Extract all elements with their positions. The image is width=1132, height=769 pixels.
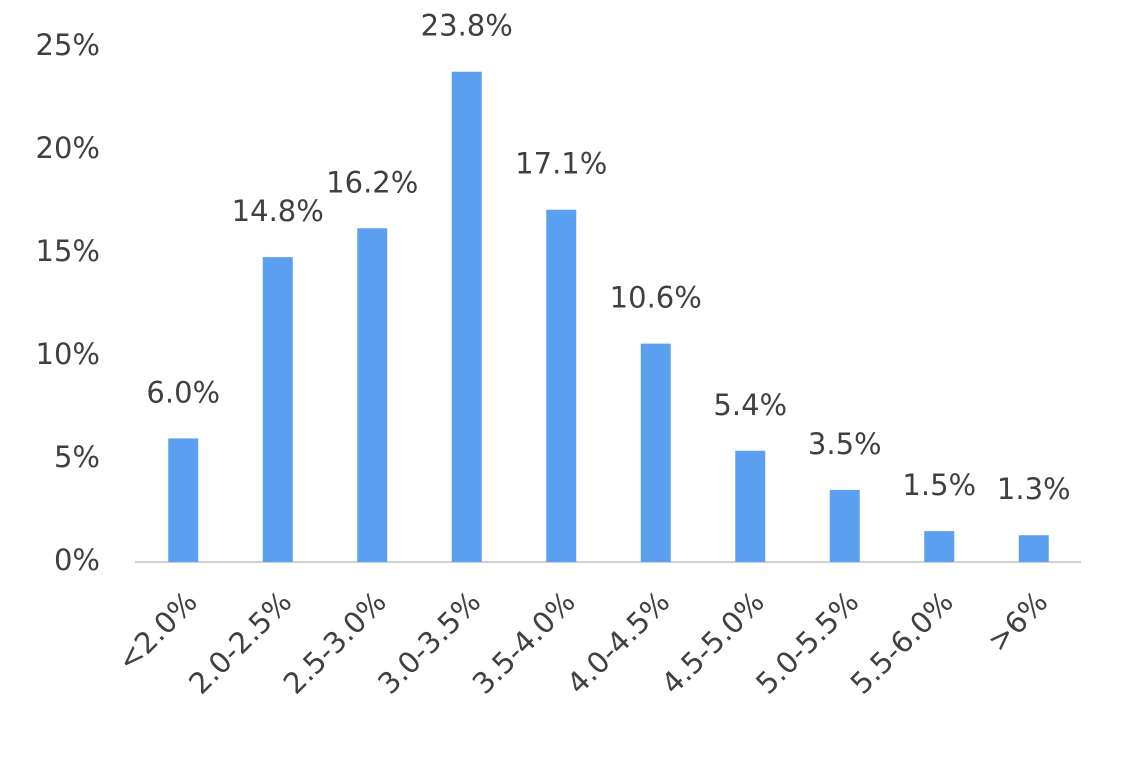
data-label: 16.2% — [326, 165, 418, 199]
bar — [168, 438, 199, 562]
x-tick-label: 5.5-6.0% — [844, 585, 960, 701]
bar — [829, 489, 860, 562]
bar — [262, 257, 293, 562]
x-tick-label: 2.0-2.5% — [182, 585, 298, 701]
x-tick-label: 5.0-5.5% — [749, 585, 865, 701]
data-label: 17.1% — [515, 147, 607, 181]
bar — [546, 209, 577, 563]
data-label: 3.5% — [808, 427, 882, 461]
x-tick-label: 2.5-3.0% — [277, 585, 393, 701]
y-tick-label: 10% — [36, 337, 100, 371]
y-tick-label: 25% — [36, 28, 100, 62]
x-tick-label: <2.0% — [111, 585, 204, 678]
bar — [451, 71, 482, 562]
y-tick-label: 0% — [54, 543, 100, 577]
data-label: 14.8% — [232, 194, 324, 228]
bar — [924, 531, 955, 562]
data-label: 1.3% — [997, 472, 1071, 506]
x-tick-label: 3.5-4.0% — [466, 585, 582, 701]
x-tick-label: 4.0-4.5% — [560, 585, 676, 701]
x-tick-label: >6% — [981, 585, 1055, 659]
y-tick-label: 15% — [36, 234, 100, 268]
data-label: 5.4% — [713, 388, 787, 422]
data-label: 23.8% — [421, 9, 513, 43]
bar — [735, 450, 766, 562]
x-tick-label: 3.0-3.5% — [371, 585, 487, 701]
y-tick-label: 5% — [54, 440, 100, 474]
x-tick-label: 4.5-5.0% — [655, 585, 771, 701]
bar — [357, 228, 388, 562]
bar — [1018, 535, 1049, 562]
y-tick-label: 20% — [36, 131, 100, 165]
data-label: 1.5% — [902, 468, 976, 502]
bar — [640, 343, 671, 562]
data-label: 10.6% — [610, 281, 702, 315]
data-label: 6.0% — [146, 375, 220, 409]
